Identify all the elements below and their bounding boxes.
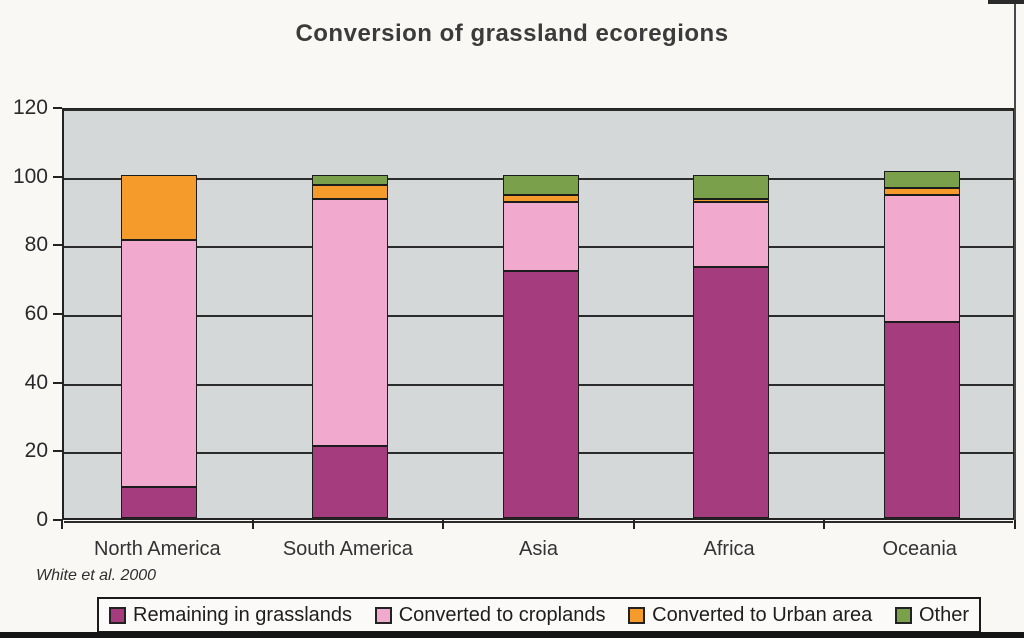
legend-swatch — [109, 606, 126, 624]
scan-artifact-right-edge — [1014, 0, 1016, 520]
bar-segment — [311, 445, 388, 518]
x-category-label: Asia — [519, 538, 558, 560]
bar-segment — [502, 174, 579, 196]
bar-segment — [502, 195, 579, 203]
y-tick-mark — [53, 175, 62, 178]
bar-segment — [121, 239, 198, 488]
y-tick-mark — [53, 313, 62, 315]
y-tick-mark — [53, 107, 62, 109]
bar-asia — [502, 106, 579, 518]
y-tick-label: 0 — [36, 508, 48, 531]
bar-segment — [883, 188, 960, 196]
y-tick-mark — [53, 450, 62, 453]
y-tick-label: 60 — [24, 302, 48, 325]
y-tick-mark — [53, 381, 62, 384]
x-category-label: Oceania — [882, 538, 957, 560]
bar-segment — [311, 184, 388, 199]
legend: Remaining in grasslands Converted to crop… — [97, 597, 981, 633]
x-tick-mark — [251, 520, 254, 529]
legend-swatch — [628, 606, 646, 624]
gridline — [64, 521, 1013, 523]
bar-segment — [693, 198, 770, 203]
y-tick-label: 80 — [24, 233, 48, 257]
x-category-label: Africa — [703, 538, 755, 560]
plot-area — [62, 106, 1015, 523]
legend-label: Converted to croplands — [398, 603, 606, 626]
bar-segment — [693, 174, 770, 199]
legend-swatch — [894, 606, 912, 624]
x-category-label: South America — [282, 538, 413, 560]
x-category-label: North America — [93, 538, 221, 560]
legend-label: Other — [918, 603, 969, 626]
source-citation: White et al. 2000 — [36, 567, 157, 584]
legend-item: Converted to croplands — [374, 603, 606, 627]
bar-north-america — [121, 106, 198, 518]
legend-label: Converted to Urban area — [652, 603, 873, 626]
chart-title: Conversion of grassland ecoregions — [295, 20, 729, 47]
bar-segment — [883, 195, 960, 323]
legend-item: Converted to Urban area — [628, 604, 872, 627]
x-tick-mark — [823, 520, 826, 529]
gridline — [64, 109, 1013, 111]
y-tick-mark — [53, 244, 62, 247]
bar-segment — [693, 202, 770, 268]
bar-segment — [121, 487, 198, 518]
y-tick-label: 120 — [12, 96, 48, 119]
x-tick-mark — [61, 520, 63, 529]
x-tick-mark — [632, 520, 635, 529]
bar-segment — [121, 174, 198, 240]
legend-label: Remaining in grasslands — [133, 603, 353, 626]
y-tick-label: 40 — [24, 370, 48, 394]
bar-south-america — [311, 106, 388, 518]
legend-item: Remaining in grasslands — [109, 604, 352, 627]
bar-africa — [693, 106, 770, 518]
bar-segment — [502, 202, 579, 271]
bar-segment — [693, 267, 770, 518]
scan-artifact-bottom-bar — [0, 632, 1024, 638]
y-tick-mark — [53, 519, 62, 521]
y-tick-label: 100 — [12, 164, 48, 188]
x-tick-mark — [1014, 520, 1016, 529]
legend-item: Other — [894, 603, 969, 627]
scan-artifact-corner-mark — [988, 0, 1024, 4]
bar-segment — [883, 171, 960, 189]
bar-segment — [883, 322, 960, 518]
x-tick-mark — [442, 520, 445, 529]
y-tick-label: 20 — [24, 439, 48, 463]
bar-oceania — [883, 106, 960, 518]
legend-swatch — [374, 606, 392, 624]
bar-segment — [311, 174, 388, 185]
bar-segment — [311, 198, 388, 446]
bar-segment — [502, 270, 579, 518]
